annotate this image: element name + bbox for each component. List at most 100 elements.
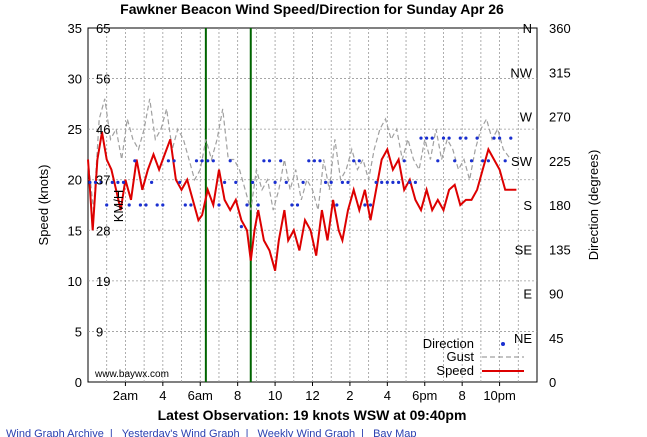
direction-point bbox=[346, 180, 350, 184]
y-tick-label-kmh: 28 bbox=[96, 223, 110, 238]
direction-point bbox=[183, 203, 187, 207]
direction-point bbox=[138, 203, 142, 207]
footer-link-yesterday[interactable]: Yesterday's Wind Graph bbox=[121, 428, 240, 437]
direction-point bbox=[211, 159, 215, 163]
y-tick-label-kmh: 19 bbox=[96, 274, 110, 289]
direction-point bbox=[419, 136, 423, 140]
y-tick-label-degrees: 225 bbox=[549, 154, 571, 169]
x-tick-label: 10 bbox=[268, 388, 282, 403]
direction-point bbox=[88, 180, 92, 184]
direction-point bbox=[144, 203, 148, 207]
direction-point bbox=[352, 159, 356, 163]
direction-point bbox=[189, 203, 193, 207]
x-tick-label: 6am bbox=[188, 388, 213, 403]
direction-point bbox=[161, 203, 165, 207]
y-tick-label-degrees: 315 bbox=[549, 65, 571, 80]
x-tick-label: 2am bbox=[113, 388, 138, 403]
direction-point bbox=[155, 203, 159, 207]
direction-point bbox=[172, 159, 176, 163]
x-tick-label: 6pm bbox=[412, 388, 437, 403]
direction-point bbox=[228, 159, 232, 163]
direction-point bbox=[217, 203, 221, 207]
direction-point bbox=[498, 136, 502, 140]
footer-link-weekly[interactable]: Weekly Wind Graph bbox=[257, 428, 356, 437]
direction-point bbox=[340, 180, 344, 184]
y-tick-label-compass: NW bbox=[510, 65, 532, 80]
x-tick-label: 12 bbox=[305, 388, 319, 403]
direction-point bbox=[380, 180, 384, 184]
footer-link-archive[interactable]: Wind Graph Archive bbox=[6, 428, 104, 437]
y-tick-label-kmh: 56 bbox=[96, 72, 110, 87]
direction-point bbox=[239, 225, 243, 229]
direction-point bbox=[503, 159, 507, 163]
direction-point bbox=[290, 203, 294, 207]
direction-point bbox=[206, 159, 210, 163]
direction-point bbox=[267, 159, 272, 163]
direction-point bbox=[447, 136, 451, 140]
direction-point bbox=[312, 159, 316, 163]
legend-direction-swatch bbox=[501, 342, 505, 346]
direction-point bbox=[363, 203, 367, 207]
direction-point bbox=[441, 136, 446, 140]
y-tick-label-degrees: 270 bbox=[549, 110, 571, 125]
y-axis-label-kmh: KM/H bbox=[111, 190, 126, 223]
direction-point bbox=[413, 180, 417, 184]
direction-point bbox=[150, 180, 154, 184]
direction-point bbox=[469, 159, 474, 163]
x-tick-label: 10pm bbox=[483, 388, 516, 403]
direction-point bbox=[301, 180, 305, 184]
direction-point bbox=[385, 180, 389, 184]
time-markers bbox=[204, 28, 252, 382]
legend: Direction Gust Speed bbox=[423, 336, 524, 378]
direction-point bbox=[256, 203, 260, 207]
direction-point bbox=[105, 203, 109, 207]
legend-gust-label: Gust bbox=[447, 349, 475, 364]
direction-point bbox=[245, 203, 249, 207]
gust-line bbox=[87, 98, 512, 211]
direction-point bbox=[464, 136, 468, 140]
direction-point bbox=[318, 159, 322, 163]
footer-link-baymap[interactable]: Bay Map bbox=[373, 428, 417, 437]
y-tick-label-compass: NE bbox=[514, 331, 532, 346]
direction-point bbox=[324, 180, 328, 184]
x-tick-label: 4 bbox=[159, 388, 166, 403]
y-tick-label-degrees: 0 bbox=[549, 375, 556, 390]
y-tick-label-knots: 25 bbox=[68, 122, 82, 137]
y-tick-label-kmh: 46 bbox=[96, 122, 110, 137]
y-axis-label-right: Direction (degrees) bbox=[586, 150, 601, 261]
y-tick-label-compass: SE bbox=[515, 242, 533, 257]
direction-point bbox=[509, 136, 513, 140]
y-axis-label-left: Speed (knots) bbox=[36, 165, 51, 246]
y-tick-label-compass: S bbox=[523, 198, 532, 213]
y-tick-label-knots: 30 bbox=[68, 72, 82, 87]
gust-series bbox=[87, 98, 512, 211]
direction-series bbox=[88, 136, 513, 229]
direction-point bbox=[425, 136, 429, 140]
direction-point bbox=[234, 180, 238, 184]
y-tick-label-kmh: 9 bbox=[96, 324, 103, 339]
direction-point bbox=[307, 159, 311, 163]
direction-point bbox=[458, 136, 462, 140]
y-tick-label-knots: 20 bbox=[68, 173, 82, 188]
direction-point bbox=[116, 180, 120, 184]
y-tick-label-knots: 15 bbox=[68, 223, 82, 238]
direction-point bbox=[93, 180, 98, 184]
direction-point bbox=[284, 180, 288, 184]
legend-direction-label: Direction bbox=[423, 336, 474, 351]
direction-point bbox=[335, 203, 339, 207]
x-axis-label: Latest Observation: 19 knots WSW at 09:4… bbox=[158, 407, 467, 423]
direction-point bbox=[223, 180, 227, 184]
direction-point bbox=[295, 203, 300, 207]
direction-point bbox=[492, 136, 496, 140]
x-tick-label: 8 bbox=[234, 388, 241, 403]
direction-point bbox=[194, 159, 199, 163]
direction-point bbox=[121, 180, 126, 184]
y-tick-label-knots: 10 bbox=[68, 274, 82, 289]
direction-point bbox=[329, 180, 333, 184]
y-tick-label-compass: SW bbox=[511, 154, 533, 169]
x-tick-label: 8 bbox=[459, 388, 466, 403]
y-tick-label-degrees: 90 bbox=[549, 287, 563, 302]
direction-point bbox=[273, 180, 277, 184]
direction-point bbox=[391, 180, 395, 184]
y-tick-label-compass: N bbox=[523, 21, 532, 36]
